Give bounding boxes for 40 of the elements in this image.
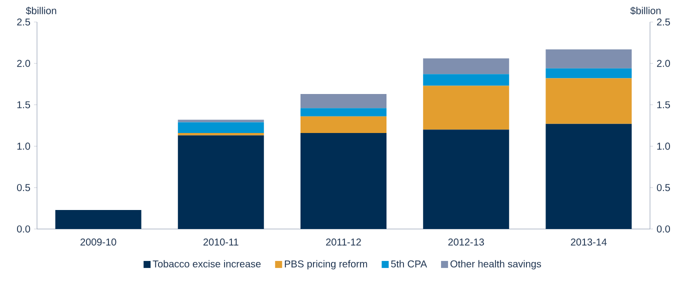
y-tick-label: 1.5: [17, 101, 30, 108]
y2-tick-label: 0.0: [656, 225, 670, 233]
x-tick-label: 2012-13: [448, 238, 484, 246]
x-tick-label: 2013-14: [570, 238, 607, 246]
bar: [178, 135, 264, 229]
legend-label: Tobacco excise increase: [152, 260, 261, 268]
bar: [546, 68, 632, 78]
bar: [178, 132, 264, 136]
bar: [178, 122, 264, 133]
x-tick-label: 2011-12: [326, 238, 361, 246]
bar: [300, 94, 386, 108]
bar: [300, 108, 386, 116]
bar: [423, 130, 510, 229]
y-tick-label: 0.5: [17, 184, 30, 192]
x-tick-label: 2010-11: [203, 238, 238, 246]
bar: [546, 78, 632, 124]
y-tick-label: 0.0: [17, 225, 30, 233]
bar: [423, 74, 510, 86]
y-tick-label: 2.0: [17, 60, 30, 67]
y2-tick-label: 2.5: [657, 18, 670, 26]
bar: [423, 58, 510, 74]
bar: [423, 86, 510, 130]
y2-tick-label: 1.5: [657, 101, 670, 108]
bar: [546, 49, 632, 68]
bar: [546, 124, 632, 229]
bar: [178, 120, 264, 122]
legend-label: Other health savings: [450, 260, 542, 270]
y2-axis-title: $billion: [630, 6, 661, 15]
y-tick-label: 1.0: [17, 142, 30, 150]
y2-tick-label: 2.0: [657, 60, 670, 67]
legend-label: PBS pricing reform: [284, 260, 368, 270]
y2-tick-label: 1.0: [657, 142, 670, 150]
x-tick-label: 2009-10: [80, 238, 116, 246]
bar: [55, 210, 142, 229]
legend-label: 5th CPA: [391, 260, 428, 268]
y-axis-title: $billion: [26, 6, 56, 15]
bar: [300, 116, 386, 133]
bar: [300, 132, 386, 229]
y2-tick-label: 0.5: [656, 184, 670, 192]
y-tick-label: 2.5: [17, 18, 30, 26]
